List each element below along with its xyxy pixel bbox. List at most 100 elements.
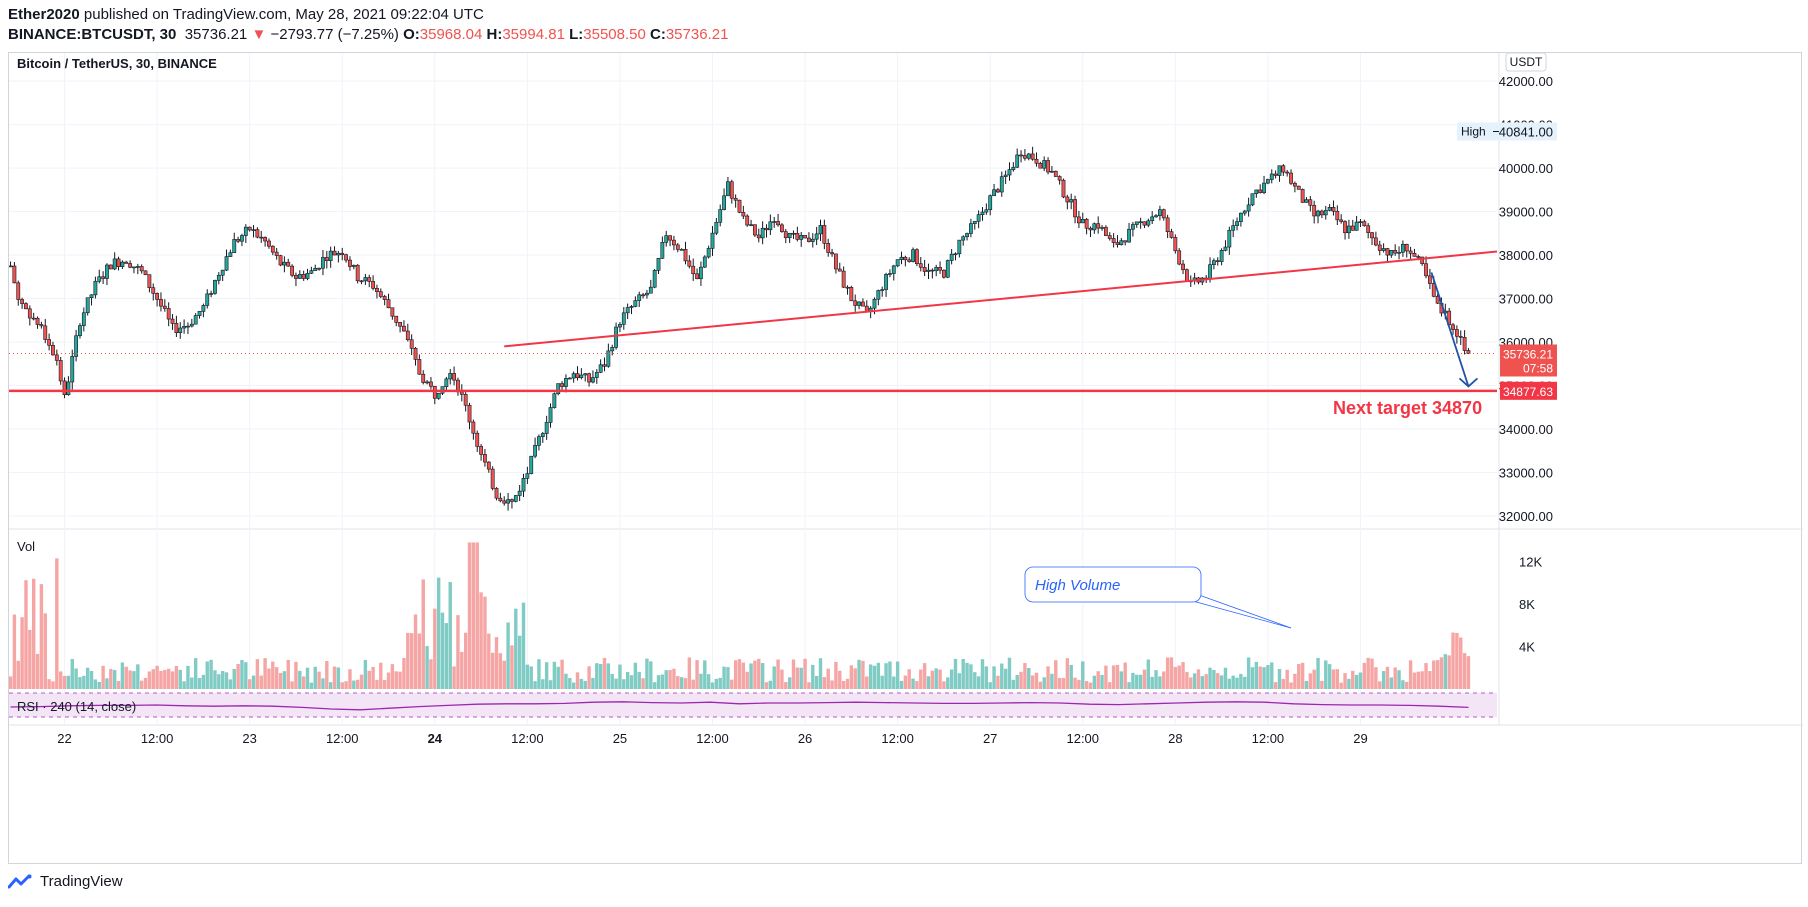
chart-frame[interactable]: 42000.0041000.0040000.0039000.0038000.00… [8, 52, 1803, 865]
volume-bar [487, 633, 491, 689]
volume-bar [294, 661, 298, 689]
volume-bar [984, 666, 989, 689]
volume-bar [479, 592, 483, 689]
volume-bar [463, 632, 468, 689]
currency-button[interactable] [1505, 53, 1547, 72]
volume-tick-label: 8K [1519, 597, 1535, 612]
candle-body [1427, 275, 1432, 284]
candle-body [309, 270, 314, 274]
volume-bar [1092, 675, 1097, 689]
time-tick-label: 24 [428, 731, 443, 746]
candle-body [159, 299, 163, 307]
candle-body [378, 291, 383, 297]
open-value: 35968.04 [419, 26, 483, 43]
tradingview-logo-icon [8, 874, 32, 888]
volume-bar [460, 651, 464, 689]
volume-bar [1239, 673, 1243, 689]
volume-bar [679, 677, 684, 689]
close-value: 35736.21 [665, 26, 729, 43]
close-label: C: [650, 26, 666, 43]
volume-bar [1312, 669, 1316, 689]
volume-bar [456, 615, 460, 689]
volume-bar [811, 664, 815, 689]
candle-body [467, 404, 472, 423]
volume-bar [973, 672, 977, 689]
volume-bar [31, 578, 36, 689]
candle-body [282, 261, 287, 266]
volume-bar [996, 675, 1000, 689]
volume-bar [1169, 657, 1174, 689]
volume-bar [259, 675, 263, 689]
volume-bar [591, 677, 595, 689]
candle-body [996, 189, 1000, 193]
time-tick-label: 12:00 [1066, 731, 1099, 746]
volume-bar [1266, 664, 1270, 689]
trend-line[interactable] [504, 250, 1498, 348]
candle-body [1462, 337, 1467, 351]
volume-bar [1351, 670, 1355, 689]
volume-bar [1439, 657, 1444, 689]
candle-body [147, 274, 152, 288]
high-value: 40841.00 [1499, 124, 1553, 139]
chart-canvas[interactable]: 42000.0041000.0040000.0039000.0038000.00… [9, 53, 1803, 865]
volume-bar [267, 668, 271, 689]
volume-bar [915, 681, 919, 689]
open-label: O: [403, 26, 420, 43]
rsi-label: RSI · 240 (14, close) [17, 699, 136, 714]
candle-body [321, 257, 325, 269]
volume-bar [1227, 678, 1232, 689]
volume-bar [992, 666, 996, 689]
candle-body [1100, 227, 1104, 229]
callout-box[interactable] [1024, 566, 1202, 603]
candle-body [1150, 216, 1155, 222]
volume-bar [1019, 671, 1023, 689]
candle-body [475, 432, 480, 447]
candle-body [783, 231, 788, 239]
volume-bar [1173, 666, 1178, 689]
price-tick-label: 40000.00 [1499, 161, 1553, 176]
author-name[interactable]: Ether2020 [8, 6, 80, 23]
candle-body [1300, 189, 1305, 203]
target-annotation[interactable]: Next target 34870 [1333, 398, 1482, 418]
volume-bar [583, 680, 587, 689]
volume-bar [20, 617, 24, 689]
candle-body [1235, 221, 1239, 226]
candle-body [1404, 243, 1409, 252]
candle-body [1146, 220, 1151, 226]
volume-bar [128, 670, 132, 689]
volume-bar [1100, 674, 1104, 689]
candle-body [764, 227, 769, 231]
candle-body [695, 273, 699, 280]
symbol-info: BINANCE:BTCUSDT, 30 35736.21 ▼ −2793.77 … [8, 26, 728, 44]
candle-body [139, 266, 144, 272]
volume-bar [934, 668, 938, 689]
volume-bar [1192, 673, 1197, 689]
candle-body [336, 252, 341, 256]
down-arrow-line[interactable] [1430, 272, 1470, 387]
volume-bar [282, 671, 287, 689]
candle-body [1053, 170, 1058, 177]
volume-bar [1420, 671, 1424, 689]
candle-body [313, 267, 318, 271]
volume-bar [587, 666, 591, 689]
target-price-tag[interactable] [1500, 381, 1557, 400]
volume-bar [301, 676, 306, 689]
candle-body [656, 257, 661, 271]
volume-bar [1435, 660, 1440, 689]
volume-bar [710, 682, 715, 689]
volume-bar [413, 614, 418, 689]
candle-body [24, 303, 28, 310]
candle-body [224, 256, 229, 271]
volume-bar [1362, 662, 1367, 689]
volume-bar [1320, 680, 1324, 689]
tradingview-brand[interactable]: TradingView [40, 873, 123, 890]
candle-body [772, 221, 777, 223]
last-price-tag[interactable] [1500, 344, 1557, 377]
candle-body [1115, 242, 1120, 245]
candle-body [116, 258, 121, 267]
volume-bar [28, 629, 32, 689]
volume-label: Vol [17, 539, 35, 554]
volume-bar [1212, 670, 1216, 689]
volume-bar [93, 679, 98, 689]
candle-body [178, 327, 183, 333]
